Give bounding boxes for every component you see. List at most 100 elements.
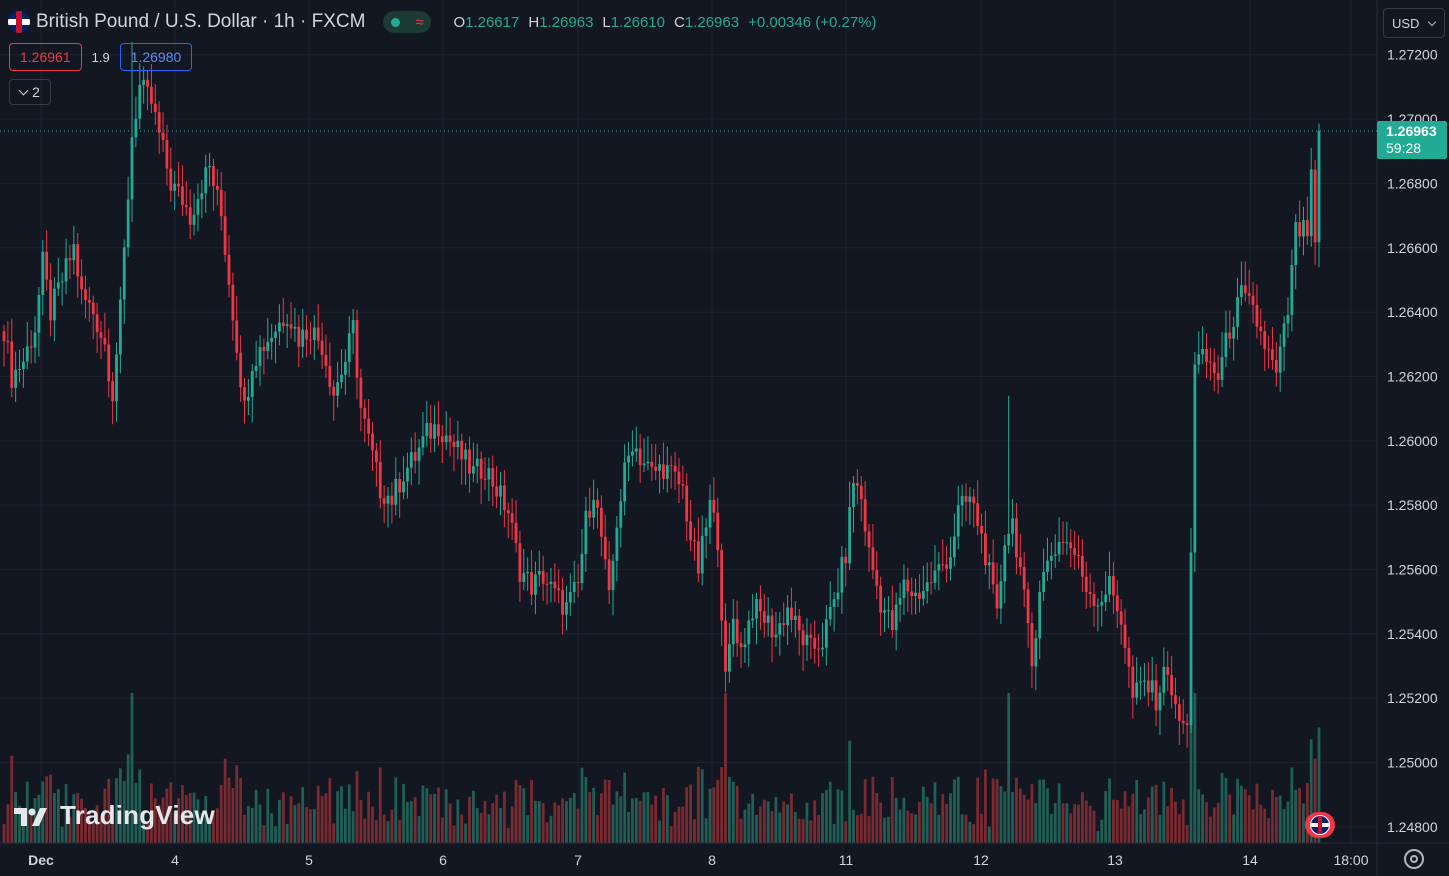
volume-bar [918,801,921,843]
volume-bar [561,798,564,843]
volume-bar [1170,787,1173,843]
candle-body [704,527,708,536]
gear-icon[interactable] [1404,849,1424,869]
symbol-title[interactable]: British Pound / U.S. Dollar · 1h · FXCM [36,11,366,32]
sell-button[interactable]: 1.26961 [9,43,82,71]
candle-body [1069,542,1073,549]
tradingview-logo[interactable]: TradingView [12,800,215,831]
candle-body [1240,285,1243,298]
volume-bar [429,794,433,843]
candle-body [1201,348,1205,355]
volume-bar [972,824,976,843]
candle-body [1127,647,1131,667]
candle-body [91,302,95,315]
candle-body [95,314,99,333]
candle-body [619,501,623,528]
candle-body [964,495,968,502]
volume-bar [495,794,499,843]
volume-bar [95,805,99,843]
candle-body [99,332,103,338]
candle-body [130,137,134,200]
volume-bar [980,813,983,843]
candle-body [1278,346,1282,373]
gb-flag-icon [1310,815,1330,835]
volume-bar [700,769,704,843]
candle-body [871,547,875,571]
volume-bar [479,812,483,843]
candle-body [890,610,894,631]
candle-body [1309,169,1313,237]
market-status-pill[interactable]: ≈ [383,11,432,33]
volume-bar [623,772,627,843]
volume-bar [64,784,68,843]
volume-bar [169,782,173,843]
volume-bar [6,804,10,843]
volume-bar [817,814,820,843]
candle-body [118,299,122,355]
quote-row: 1.26961 1.9 1.26980 [9,43,193,71]
candle-body [1011,518,1014,534]
volume-bar [246,805,250,843]
candle-body [685,485,689,522]
volume-bar [483,800,487,843]
gb-flag-icon [8,11,30,33]
volume-bar [29,811,33,843]
candle-body [1096,605,1100,607]
candle-body [479,458,483,479]
volume-bar [320,795,324,843]
candle-body [417,447,421,461]
candle-body [654,466,658,471]
candle-body [6,341,10,343]
candle-body [592,499,596,518]
volume-bar [18,805,21,843]
volume-bar [1003,791,1007,843]
volume-bar [925,796,929,843]
candle-body [708,499,712,528]
volume-bar [914,814,917,843]
currency-select[interactable]: USD [1383,8,1445,38]
volume-bar [890,777,894,843]
volume-bar [592,787,596,843]
candle-body [371,433,374,451]
economic-event-flag[interactable] [1305,812,1335,838]
candle-body [596,499,599,508]
volume-bar [134,782,138,843]
candle-body [743,644,747,648]
volume-bar [685,787,689,843]
volume-bar [852,809,855,843]
volume-bar [910,813,914,843]
candle-body [537,570,541,575]
candle-body [739,643,743,648]
candle-body [503,485,506,511]
volume-bar [181,785,184,843]
volume-bar [219,784,223,843]
time-tick-label: 13 [1107,852,1123,868]
time-tick-label: 14 [1242,852,1258,868]
volume-bar [87,816,91,843]
volume-bar [1053,803,1057,843]
buy-button[interactable]: 1.26980 [119,43,193,71]
candle-body [941,564,945,566]
candle-body [1177,704,1181,721]
candle-body [937,564,941,571]
volume-bar [514,780,518,843]
volume-bar [464,823,468,843]
candle-body [782,623,786,626]
volume-bar [731,781,735,843]
volume-bar [468,796,471,843]
volume-bar [1298,788,1302,843]
volume-bar [72,794,76,843]
candle-body [1026,589,1030,624]
volume-bar [118,768,122,843]
tradingview-logo-icon [14,807,47,826]
volume-bar [1108,778,1111,843]
indicators-toggle-button[interactable]: 2 [9,79,51,105]
candle-body [883,610,886,613]
candle-body [623,462,627,502]
volume-bar [1084,800,1088,843]
volume-bar [995,779,999,843]
candle-body [266,341,270,351]
volume-bar [650,804,654,843]
